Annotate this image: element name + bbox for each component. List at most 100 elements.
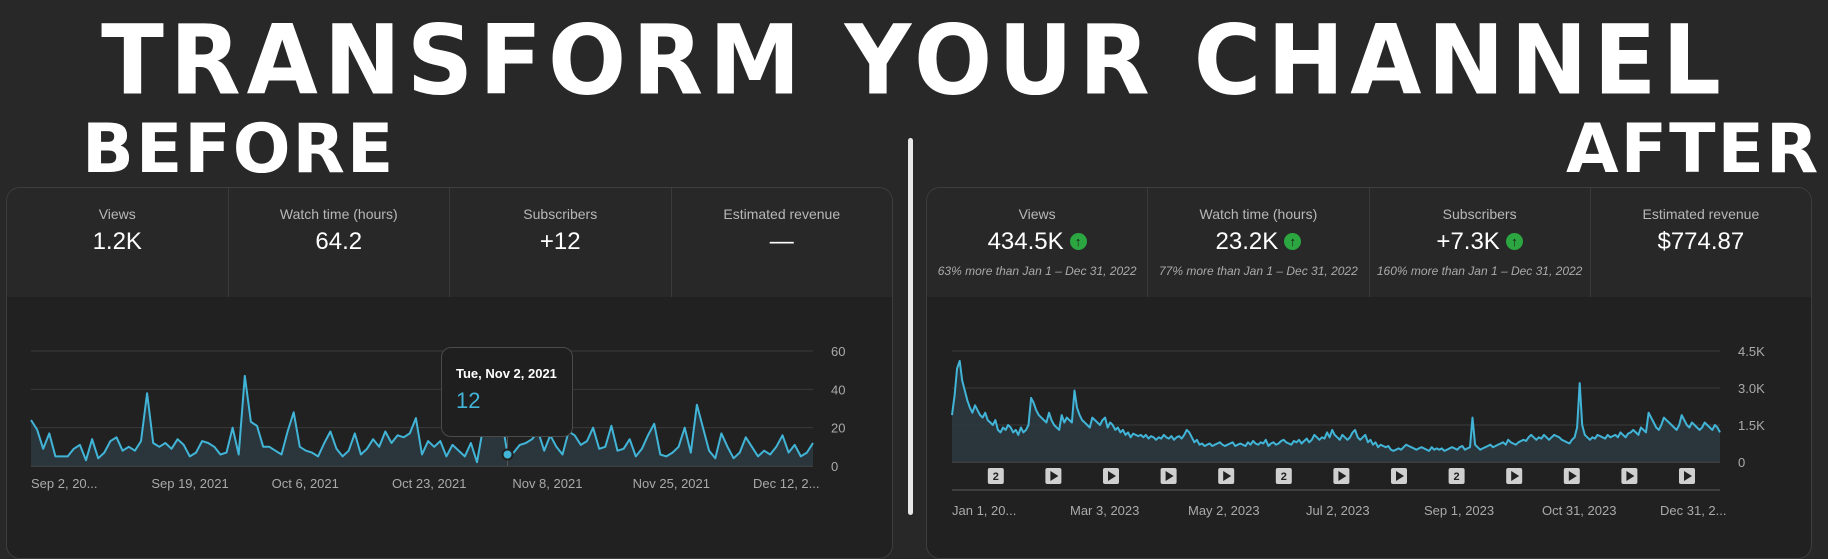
- play-icon: [1684, 471, 1692, 481]
- metric-tab-revenue[interactable]: Estimated revenue —: [671, 188, 892, 297]
- marker-box: [987, 468, 1004, 484]
- video-play-marker-icon: [1160, 468, 1177, 484]
- series-line: [30, 374, 814, 464]
- metric-value: 1.2K: [92, 228, 142, 255]
- y-tick-label: 20: [831, 421, 845, 436]
- video-count-marker: 2: [1275, 468, 1292, 484]
- video-play-marker-icon: [1563, 468, 1580, 484]
- x-tick-label: Sep 1, 2023: [1424, 503, 1494, 518]
- metric-tabs: Views 434.5K ↑ 63% more than Jan 1 – Dec …: [927, 188, 1811, 297]
- metric-tab-subscribers[interactable]: Subscribers +7.3K ↑ 160% more than Jan 1 …: [1369, 188, 1591, 297]
- marker-count: 2: [993, 471, 999, 483]
- marker-box: [1275, 468, 1292, 484]
- before-views-chart[interactable]: 0 20 40 60 Sep 2, 20... Sep 19, 2021 Oct 6, 20…: [7, 188, 892, 558]
- metric-tab-views[interactable]: Views 434.5K ↑ 63% more than Jan 1 – Dec …: [927, 188, 1149, 297]
- video-play-marker-icon: [1391, 468, 1407, 484]
- video-play-marker-icon: [1218, 468, 1235, 484]
- marker-count: 2: [1281, 471, 1287, 483]
- after-views-chart[interactable]: 0 1.5K 3.0K 4.5K Jan 1, 20... Mar 3, 2023 May …: [927, 188, 1811, 558]
- metric-comparison: 77% more than Jan 1 – Dec 31, 2022: [1158, 264, 1358, 278]
- x-tick-label: Mar 3, 2023: [1070, 503, 1139, 518]
- metric-value: +7.3K ↑: [1370, 228, 1590, 256]
- x-tick-label: Sep 2, 20...: [31, 476, 98, 491]
- series-line: [951, 359, 1721, 452]
- metric-value: 434.5K ↑: [927, 228, 1147, 256]
- metric-value-text: +7.3K: [1436, 228, 1500, 255]
- video-play-marker-icon: [1333, 468, 1350, 484]
- y-tick-label: 60: [831, 344, 845, 359]
- series-area: [31, 375, 813, 466]
- play-icon: [1568, 471, 1577, 481]
- metric-value-text: 23.2K: [1215, 228, 1279, 255]
- chart-tooltip: Tue, Nov 2, 2021 12: [441, 347, 573, 437]
- play-icon: [1338, 471, 1347, 481]
- y-tick-label: 40: [831, 382, 845, 397]
- metric-value-text: 434.5K: [987, 228, 1064, 255]
- x-tick-label: Oct 6, 2021: [272, 476, 339, 491]
- metric-label: Estimated revenue: [723, 206, 841, 222]
- metric-tab-subscribers[interactable]: Subscribers +12: [450, 188, 672, 297]
- metric-label: Watch time (hours): [1199, 206, 1318, 222]
- metric-value: +12: [539, 228, 581, 255]
- up-arrow-icon: ↑: [1069, 233, 1087, 250]
- x-tick-label: Dec 12, 2...: [753, 476, 819, 491]
- up-arrow-icon: ↑: [1505, 233, 1523, 250]
- marker-count: 2: [1454, 471, 1460, 483]
- video-play-marker-icon: [1103, 468, 1119, 484]
- metric-label: Watch time (hours): [279, 206, 398, 222]
- x-tick-label: May 2, 2023: [1188, 503, 1260, 518]
- metric-tabs: Views 1.2K Watch time (hours) 64.2 Subsc…: [7, 188, 892, 297]
- tooltip-value: 12: [456, 388, 481, 413]
- y-tick-label: 4.5K: [1738, 344, 1765, 359]
- y-tick-label: 0: [831, 459, 838, 474]
- y-tick-label: 0: [1738, 455, 1745, 470]
- metric-label: Views: [1018, 206, 1056, 222]
- play-icon: [1165, 471, 1174, 481]
- play-icon: [1511, 471, 1520, 481]
- video-play-marker-icon: [1045, 468, 1062, 484]
- metric-tab-views[interactable]: Views 1.2K: [7, 188, 229, 297]
- metric-value: —: [769, 228, 794, 255]
- play-icon: [1396, 471, 1404, 481]
- x-tick-label: Oct 31, 2023: [1542, 503, 1616, 518]
- hover-point: [501, 448, 514, 461]
- metric-label: Views: [98, 206, 136, 222]
- metric-value: 64.2: [315, 228, 363, 255]
- after-analytics-panel: Views 434.5K ↑ 63% more than Jan 1 – Dec …: [926, 187, 1812, 559]
- after-heading: AFTER: [1566, 110, 1821, 189]
- metric-value: $774.87: [1657, 228, 1745, 255]
- x-tick-label: Sep 19, 2021: [151, 476, 228, 491]
- play-icon: [1108, 471, 1116, 481]
- play-icon: [1050, 471, 1059, 481]
- x-tick-label: Jul 2, 2023: [1306, 503, 1370, 518]
- banner-title: TRANSFORM YOUR CHANNEL: [101, 4, 1727, 117]
- x-tick-label: Nov 8, 2021: [512, 476, 582, 491]
- metric-comparison: 63% more than Jan 1 – Dec 31, 2022: [937, 264, 1137, 278]
- metric-label: Estimated revenue: [1642, 206, 1760, 222]
- video-play-marker-icon: [1621, 468, 1638, 484]
- tooltip-date: Tue, Nov 2, 2021: [456, 366, 557, 381]
- x-tick-label: Nov 25, 2021: [633, 476, 710, 491]
- video-play-marker-icon: [1679, 468, 1695, 484]
- metric-label: Subscribers: [1442, 206, 1517, 222]
- play-icon: [1223, 471, 1232, 481]
- x-tick-label: Dec 31, 2...: [1660, 503, 1726, 518]
- up-arrow-icon: ↑: [1284, 233, 1302, 250]
- before-heading: BEFORE: [82, 110, 396, 189]
- video-count-marker: 2: [1448, 468, 1465, 484]
- series-area: [952, 360, 1720, 462]
- metric-tab-watch-time[interactable]: Watch time (hours) 64.2: [228, 188, 450, 297]
- video-count-marker: 2: [987, 468, 1004, 484]
- metric-comparison: 160% more than Jan 1 – Dec 31, 2022: [1376, 264, 1583, 278]
- metric-label: Subscribers: [523, 206, 598, 222]
- play-icon: [1626, 471, 1635, 481]
- before-analytics-panel: Views 1.2K Watch time (hours) 64.2 Subsc…: [6, 187, 893, 559]
- metric-value: 23.2K ↑: [1148, 228, 1368, 256]
- y-tick-label: 3.0K: [1738, 381, 1765, 396]
- x-tick-label: Jan 1, 20...: [952, 503, 1016, 518]
- metric-tab-revenue[interactable]: Estimated revenue $774.87: [1590, 188, 1811, 297]
- marker-box: [1448, 468, 1465, 484]
- video-play-marker-icon: [1506, 468, 1523, 484]
- x-tick-label: Oct 23, 2021: [392, 476, 466, 491]
- metric-tab-watch-time[interactable]: Watch time (hours) 23.2K ↑ 77% more than …: [1148, 188, 1370, 297]
